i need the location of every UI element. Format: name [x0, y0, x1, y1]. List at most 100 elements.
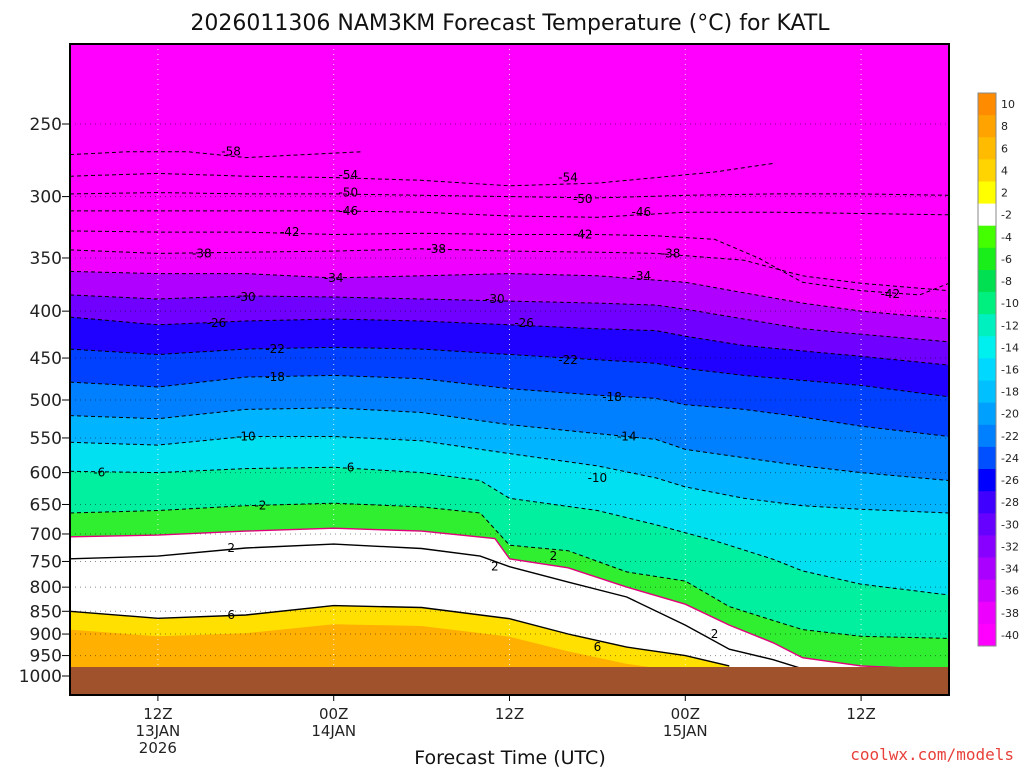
- x-axis-label: Forecast Time (UTC): [414, 747, 605, 768]
- contour-label: -6: [93, 466, 105, 480]
- y-tick-label: 600: [30, 464, 62, 484]
- contour-label: -50: [573, 192, 593, 206]
- colorbar-tick-label: -20: [1001, 408, 1019, 421]
- colorbar-swatch: [978, 557, 996, 581]
- y-axis-ticks: 250 300 350 400 450 500 550 600 650 700 750 800 850 9…: [19, 115, 70, 687]
- colorbar-swatch: [978, 579, 996, 603]
- contour-line: [69, 466, 950, 596]
- contour-label: -14: [617, 430, 637, 444]
- y-tick-label: 350: [30, 249, 62, 269]
- contour-label: -38: [426, 242, 446, 256]
- contour-label: -54: [558, 171, 578, 185]
- colorbar-tick-label: 8: [1001, 120, 1008, 133]
- contour-line: [69, 604, 730, 667]
- colorbar-swatch: [978, 314, 996, 337]
- contour-line: [69, 407, 950, 481]
- colorbar-tick-label: -36: [1001, 585, 1019, 598]
- colorbar-border: [977, 92, 997, 647]
- y-tick-label: 750: [30, 552, 62, 572]
- contour-line: [69, 270, 950, 320]
- contour-label: -30: [485, 292, 505, 306]
- colorbar-tick-label: -28: [1001, 496, 1019, 509]
- contour-label: -46: [632, 205, 652, 219]
- colorbar: 10 8 6 4 2 -2 -4 -6 -8 -10 -12 -14 -16 -18 -20 -22 -24 -2…: [977, 92, 1019, 647]
- contour-line: [69, 436, 950, 514]
- contour-label: -38: [661, 246, 681, 260]
- colorbar-swatch: [978, 181, 996, 205]
- y-tick-label: 950: [30, 647, 62, 667]
- colorbar-swatch: [978, 93, 996, 116]
- colorbar-swatch: [978, 358, 996, 381]
- colorbar-swatch: [978, 469, 996, 492]
- contour-line: [69, 248, 950, 292]
- colorbar-swatch: [978, 270, 996, 293]
- contour-line: [69, 527, 950, 671]
- colorbar-swatch: [978, 159, 996, 182]
- colorbar-tick-label: -6: [1001, 253, 1012, 266]
- y-tick-label: 400: [30, 302, 62, 322]
- contour-label: -46: [339, 204, 359, 218]
- x-tick-label: 12Z: [846, 705, 875, 723]
- colorbar-tick-label: 10: [1001, 98, 1015, 111]
- colorbar-swatch: [978, 292, 996, 315]
- x-tick-label: 12Z: [143, 705, 172, 723]
- contour-label: -42: [280, 225, 300, 239]
- contour-labels: -58-54 -54-50 -50-46 -46-42 -42-42-38 -38 -38-…: [93, 145, 900, 654]
- contour-line: [69, 316, 950, 366]
- colorbar-tick-label: -24: [1001, 452, 1019, 465]
- colorbar-swatch: [978, 402, 996, 426]
- x-tick-label: 15JAN: [663, 722, 708, 740]
- colorbar-swatch: [978, 601, 996, 625]
- y-tick-label: 500: [30, 391, 62, 411]
- y-tick-label: 850: [30, 602, 62, 622]
- colorbar-tick-label: 4: [1001, 164, 1008, 177]
- contour-line: [69, 374, 950, 437]
- contour-label: -6: [342, 460, 354, 474]
- x-tick-label: 14JAN: [311, 722, 356, 740]
- y-tick-label: 800: [30, 578, 62, 598]
- colorbar-tick-label: -26: [1001, 474, 1019, 487]
- colorbar-swatch: [978, 203, 996, 227]
- colorbar-tick-label: -40: [1001, 629, 1019, 642]
- colorbar-swatch: [978, 623, 996, 647]
- colorbar-tick-label: -2: [1001, 209, 1012, 222]
- contour-label: 2: [227, 541, 235, 555]
- colorbar-tick-label: -32: [1001, 541, 1019, 554]
- y-tick-label: 450: [30, 349, 62, 369]
- colorbar-swatch: [978, 137, 996, 160]
- contour-line: [69, 230, 950, 296]
- x-tick-label: 2026: [139, 739, 177, 757]
- colorbar-swatch: [978, 225, 996, 249]
- colorbar-swatch: [978, 446, 996, 470]
- y-tick-label: 550: [30, 429, 62, 449]
- x-tick-label: 13JAN: [136, 722, 181, 740]
- colorbar-swatch: [978, 535, 996, 558]
- colorbar-swatch: [978, 336, 996, 359]
- contour-label: -30: [236, 290, 256, 304]
- contour-label: 2: [550, 549, 558, 563]
- y-tick-label: 650: [30, 495, 62, 515]
- grid-lines: [70, 44, 949, 695]
- colorbar-tick-label: 2: [1001, 187, 1008, 200]
- colorbar-swatch: [978, 424, 996, 448]
- contour-line: [69, 543, 803, 670]
- contour-lines: [69, 151, 950, 671]
- contour-line: [69, 294, 950, 343]
- contour-label: -22: [558, 353, 578, 367]
- colorbar-tick-label: -38: [1001, 607, 1019, 620]
- contour-label: -54: [339, 168, 359, 182]
- colorbar-tick-label: -18: [1001, 386, 1019, 399]
- contour-line: [69, 502, 950, 639]
- colorbar-tick-label: -12: [1001, 319, 1019, 332]
- colorbar-tick-label: 6: [1001, 142, 1008, 155]
- y-tick-label: 250: [30, 115, 62, 135]
- colorbar-tick-label: -34: [1001, 563, 1019, 576]
- contour-label: 2: [491, 560, 499, 574]
- ground-surface: [70, 667, 949, 695]
- credit-text: coolwx.com/models: [850, 745, 1014, 764]
- colorbar-tick-label: -16: [1001, 364, 1019, 377]
- y-tick-label: 900: [30, 625, 62, 645]
- contour-label: -42: [881, 287, 901, 301]
